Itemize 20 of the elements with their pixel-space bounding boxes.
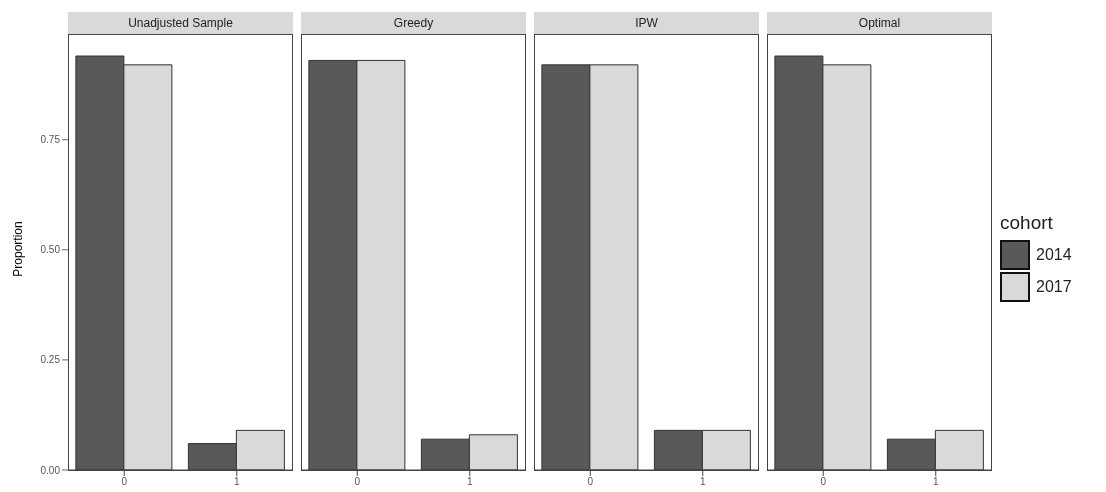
y-tick-label: 0.50 [40, 244, 61, 256]
x-tick-label: 0 [587, 476, 594, 488]
x-tick-label: 0 [820, 476, 827, 488]
x-tick-label: 1 [466, 476, 473, 488]
x-tick-label: 1 [233, 476, 240, 488]
chart-title: Optimal [767, 12, 992, 34]
x-tick-label: 1 [932, 476, 939, 488]
chart-title: Greedy [301, 12, 526, 34]
legend-label: 2014 [1036, 246, 1072, 264]
legend-title: cohort [1000, 212, 1054, 234]
y-tick-label: 0.00 [40, 464, 61, 476]
y-tick-label: 0.75 [40, 134, 61, 146]
x-tick-label: 0 [121, 476, 128, 488]
chart-title: IPW [534, 12, 759, 34]
y-axis-title: Proportion [11, 220, 25, 279]
x-tick-label: 0 [354, 476, 361, 488]
chart-title: Unadjusted Sample [68, 12, 293, 34]
y-tick-label: 0.25 [40, 354, 61, 366]
x-tick-label: 1 [699, 476, 706, 488]
legend-label: 2017 [1036, 278, 1072, 296]
